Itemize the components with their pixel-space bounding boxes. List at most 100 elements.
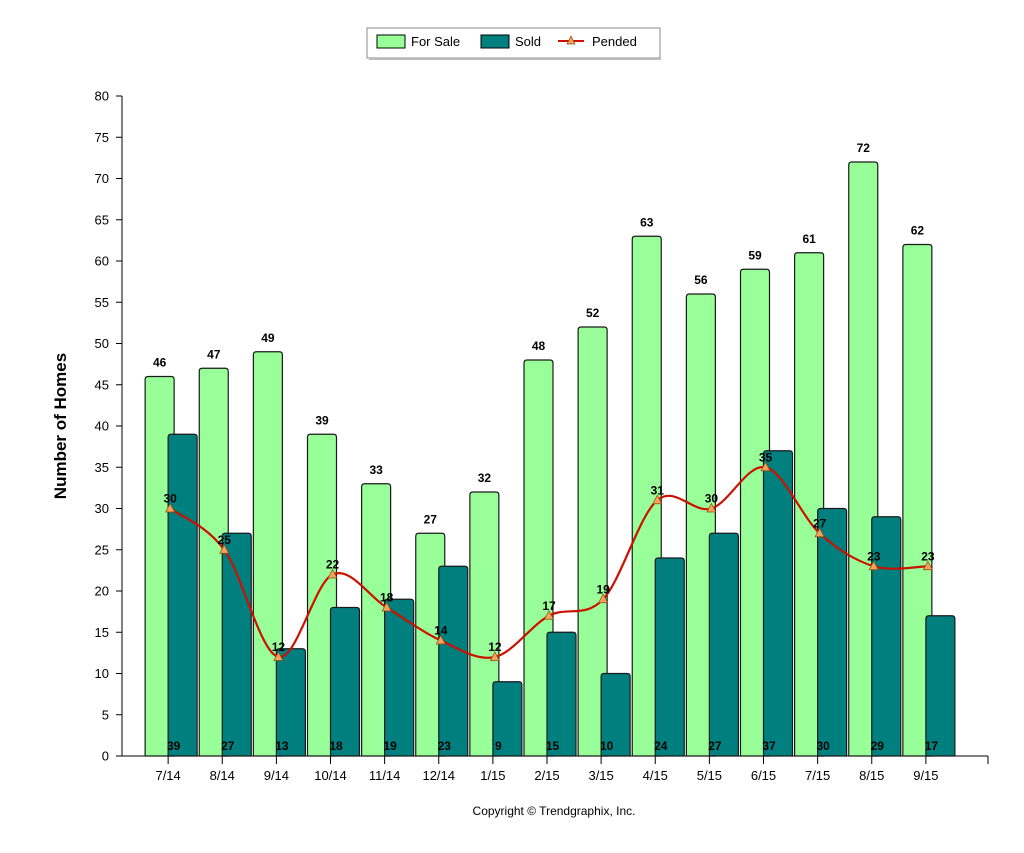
data-label-for-sale: 32 bbox=[478, 471, 492, 485]
data-label-pended: 22 bbox=[326, 558, 340, 572]
legend-swatch-for-sale bbox=[376, 34, 406, 49]
data-label-sold: 24 bbox=[654, 739, 668, 753]
x-tick-label: 1/15 bbox=[480, 768, 505, 783]
data-label-pended: 25 bbox=[218, 533, 232, 547]
data-label-for-sale: 33 bbox=[369, 463, 383, 477]
x-tick-label: 12/14 bbox=[422, 768, 455, 783]
bar-for-sale bbox=[523, 359, 554, 757]
data-label-sold: 27 bbox=[221, 739, 235, 753]
bar-sold bbox=[438, 565, 469, 757]
data-label-for-sale: 61 bbox=[802, 232, 816, 246]
data-label-pended: 23 bbox=[867, 549, 881, 563]
bar-sold bbox=[384, 598, 415, 757]
y-tick-label: 0 bbox=[102, 749, 109, 764]
data-label-for-sale: 27 bbox=[424, 512, 438, 526]
x-tick-label: 4/15 bbox=[643, 768, 668, 783]
data-label-sold: 29 bbox=[871, 739, 885, 753]
data-label-sold: 17 bbox=[925, 739, 939, 753]
y-tick-label: 65 bbox=[95, 212, 109, 227]
x-tick-label: 5/15 bbox=[697, 768, 722, 783]
data-label-pended: 12 bbox=[272, 640, 286, 654]
marker-pended bbox=[922, 560, 933, 571]
y-tick-label: 40 bbox=[95, 419, 109, 434]
x-tick-label: 10/14 bbox=[314, 768, 347, 783]
data-label-pended: 12 bbox=[488, 640, 502, 654]
bar-for-sale bbox=[631, 235, 662, 757]
data-label-for-sale: 56 bbox=[694, 273, 708, 287]
data-label-for-sale: 52 bbox=[586, 306, 600, 320]
bar-sold bbox=[708, 532, 739, 757]
data-label-sold: 15 bbox=[546, 739, 560, 753]
marker-pended bbox=[652, 494, 663, 505]
legend-label-pended: Pended bbox=[592, 34, 637, 49]
data-label-sold: 19 bbox=[383, 739, 397, 753]
data-label-sold: 37 bbox=[762, 739, 776, 753]
bar-for-sale bbox=[794, 252, 825, 757]
legend-label-sold: Sold bbox=[515, 34, 541, 49]
bar-for-sale bbox=[415, 532, 446, 757]
y-tick-label: 35 bbox=[95, 460, 109, 475]
marker-pended bbox=[219, 544, 230, 554]
bar-sold bbox=[167, 433, 198, 757]
bar-sold bbox=[275, 648, 306, 757]
y-tick-label: 10 bbox=[95, 666, 109, 681]
data-label-for-sale: 39 bbox=[315, 413, 329, 427]
y-tick-label: 75 bbox=[95, 130, 109, 145]
marker-pended bbox=[760, 461, 771, 472]
data-label-pended: 18 bbox=[380, 591, 394, 605]
marker-pended bbox=[489, 651, 500, 661]
x-tick-label: 7/15 bbox=[805, 768, 830, 783]
legend: For Sale Sold Pended bbox=[366, 27, 661, 60]
x-tick-label: 9/15 bbox=[913, 768, 938, 783]
series-for-sale: 46 47 49 39 33 27 32 48 52 63 56 59 61 72 62 bbox=[144, 141, 933, 757]
data-label-for-sale: 47 bbox=[207, 347, 221, 361]
bar-sold bbox=[329, 606, 361, 757]
bar-sold bbox=[654, 557, 685, 757]
bar-sold bbox=[221, 532, 252, 757]
data-label-for-sale: 49 bbox=[261, 331, 275, 345]
y-tick-label: 50 bbox=[95, 336, 109, 351]
marker-pended bbox=[868, 560, 879, 571]
y-tick-label: 80 bbox=[95, 89, 109, 104]
x-tick-label: 2/15 bbox=[534, 768, 559, 783]
data-label-pended: 23 bbox=[921, 549, 935, 563]
data-label-pended: 30 bbox=[163, 492, 177, 506]
x-tick-label: 3/15 bbox=[588, 768, 613, 783]
data-label-for-sale: 62 bbox=[911, 224, 925, 238]
legend-box bbox=[366, 27, 661, 59]
x-tick-label: 7/14 bbox=[155, 768, 180, 783]
bar-sold bbox=[871, 516, 902, 757]
data-label-sold: 30 bbox=[816, 739, 830, 753]
x-tick-label: 11/14 bbox=[369, 768, 401, 783]
bar-sold bbox=[817, 507, 848, 757]
marker-pended bbox=[327, 568, 338, 579]
bar-sold bbox=[546, 631, 577, 757]
marker-pended bbox=[706, 502, 717, 513]
series-pended: 30 25 12 22 18 14 12 17 19 31 30 35 27 23 23 bbox=[163, 450, 935, 661]
bar-for-sale bbox=[902, 243, 933, 757]
bar-for-sale bbox=[361, 483, 392, 757]
marker-pended bbox=[598, 593, 609, 604]
y-tick-label: 15 bbox=[95, 625, 109, 640]
data-label-sold: 27 bbox=[708, 739, 722, 753]
marker-pended bbox=[273, 651, 284, 661]
copyright-footer: Copyright © Trendgraphix, Inc. bbox=[473, 804, 636, 818]
bar-sold bbox=[492, 681, 523, 757]
series-sold: 39 27 13 18 19 23 9 15 10 24 27 37 30 29 17 bbox=[167, 433, 956, 757]
bar-for-sale bbox=[577, 326, 608, 757]
bar-for-sale bbox=[739, 268, 771, 757]
y-tick-label: 30 bbox=[95, 501, 109, 516]
bar-for-sale bbox=[685, 293, 716, 757]
bar-for-sale bbox=[306, 433, 338, 757]
x-tick-label: 6/15 bbox=[751, 768, 776, 783]
y-tick-label: 25 bbox=[95, 542, 109, 557]
data-label-sold: 18 bbox=[329, 739, 343, 753]
data-label-sold: 10 bbox=[600, 739, 614, 753]
data-label-for-sale: 72 bbox=[857, 141, 871, 155]
bar-for-sale bbox=[144, 375, 175, 757]
marker-pended bbox=[435, 634, 446, 645]
y-axis: 0 5 10 15 20 25 30 35 40 45 50 55 60 65 70 75 80 bbox=[95, 89, 123, 764]
y-tick-label: 20 bbox=[95, 584, 109, 599]
marker-pended bbox=[165, 502, 176, 513]
